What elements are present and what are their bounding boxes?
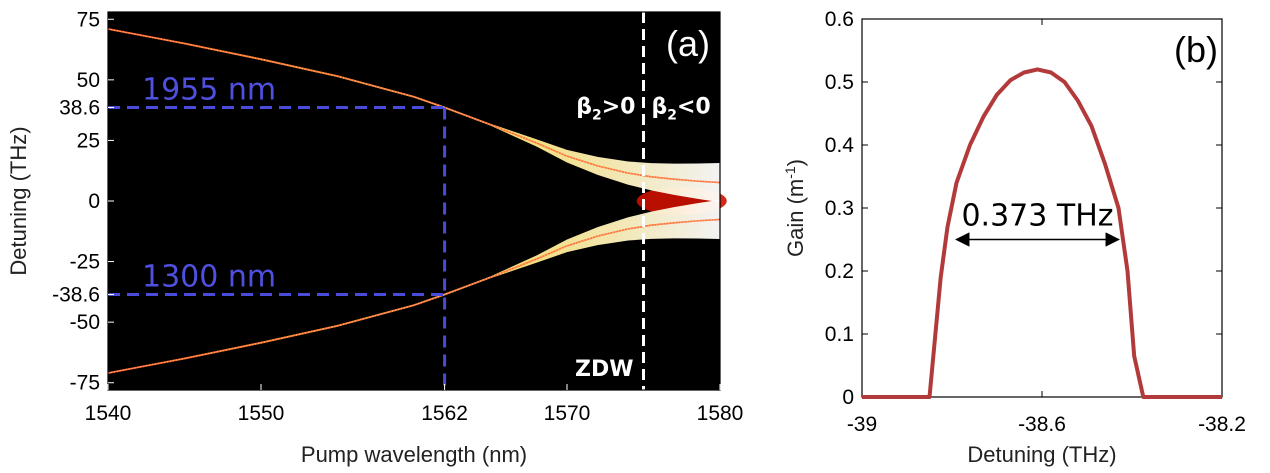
y-tick-label: 0.1 bbox=[825, 323, 854, 346]
x-tick-label: 1570 bbox=[544, 402, 591, 425]
panel-b-axes: -39 -38.6 -38.2 0 0.1 0.2 0.3 0.4 0.5 0.6 bbox=[825, 8, 1246, 436]
y-tick-label: 0.6 bbox=[825, 8, 854, 31]
panel-b-x-axis-label: Detuning (THz) bbox=[967, 442, 1116, 467]
y-tick-label: 25 bbox=[77, 129, 100, 152]
y-tick-label: -38.6 bbox=[52, 284, 100, 307]
zdw-label: ZDW bbox=[575, 357, 633, 382]
panel-a: 1540 1550 1562 1570 1580 75 50 38.6 25 0 -25 -38.6 -… bbox=[6, 8, 743, 467]
panel-a-plot-area bbox=[108, 12, 720, 390]
beta-subscript: 2 bbox=[592, 107, 602, 123]
x-tick-label: -38.6 bbox=[1018, 413, 1066, 436]
gain-lobe-lower bbox=[108, 199, 720, 375]
beta-symbol: β bbox=[576, 94, 592, 119]
y-tick-label: 0.5 bbox=[825, 71, 854, 94]
y-tick-label: 75 bbox=[77, 8, 100, 31]
panel-b-y-axis-label: Gain (m-1) bbox=[782, 159, 808, 257]
ylabel-main: Gain (m bbox=[783, 179, 808, 257]
y-tick-label: 0.3 bbox=[825, 197, 854, 220]
y-tick-label: 0.4 bbox=[825, 134, 855, 157]
beta-relation: >0 bbox=[602, 94, 636, 119]
x-tick-label: 1550 bbox=[238, 402, 285, 425]
y-tick-label: 38.6 bbox=[59, 96, 100, 119]
guide-label-lower: 1300 nm bbox=[142, 260, 276, 295]
y-tick-label: -50 bbox=[70, 311, 100, 334]
y-tick-label: 50 bbox=[77, 69, 100, 92]
fwhm-annotation: 0.373 THz bbox=[955, 199, 1120, 247]
beta-subscript: 2 bbox=[667, 107, 677, 123]
x-tick-label: -38.2 bbox=[1198, 413, 1246, 436]
x-tick-label: 1540 bbox=[85, 402, 132, 425]
upper-branch-line-center bbox=[107, 28, 721, 183]
panel-b-plot-area bbox=[861, 18, 1223, 398]
panel-a-x-axis-label: Pump wavelength (nm) bbox=[301, 442, 527, 467]
ylabel-end: ) bbox=[783, 159, 808, 166]
panel-a-axes: 1540 1550 1562 1570 1580 75 50 38.6 25 0 -25 -38.6 -… bbox=[52, 8, 743, 425]
y-tick-label: 0 bbox=[88, 190, 100, 213]
panel-a-tag: (a) bbox=[666, 23, 710, 64]
gain-curve bbox=[862, 67, 1222, 399]
panel-b-marks bbox=[862, 67, 1222, 399]
ylabel-sup: -1 bbox=[782, 166, 798, 179]
panel-b-tag: (b) bbox=[1174, 29, 1218, 70]
regime-normal-label: β2>0 bbox=[576, 94, 635, 123]
fwhm-label: 0.373 THz bbox=[961, 199, 1113, 234]
y-tick-label: 0.2 bbox=[825, 260, 854, 283]
beta-relation: <0 bbox=[677, 94, 711, 119]
guide-label-upper: 1955 nm bbox=[142, 72, 276, 107]
panel-b: -39 -38.6 -38.2 0 0.1 0.2 0.3 0.4 0.5 0.6 (b) 0.3… bbox=[782, 8, 1246, 467]
regime-anomalous-label: β2<0 bbox=[652, 94, 711, 123]
y-tick-label: -25 bbox=[70, 251, 100, 274]
y-tick-label: -75 bbox=[70, 372, 100, 395]
x-tick-label: 1580 bbox=[697, 402, 744, 425]
x-tick-label: -39 bbox=[847, 413, 877, 436]
panel-a-y-axis-label: Detuning (THz) bbox=[6, 126, 31, 275]
lower-branch-line-center bbox=[107, 219, 721, 374]
beta-symbol: β bbox=[652, 94, 668, 119]
y-tick-label: 0 bbox=[842, 386, 854, 409]
gain-lobe-upper bbox=[108, 27, 720, 203]
x-tick-label: 1562 bbox=[421, 402, 468, 425]
panel-a-marks bbox=[107, 12, 727, 390]
